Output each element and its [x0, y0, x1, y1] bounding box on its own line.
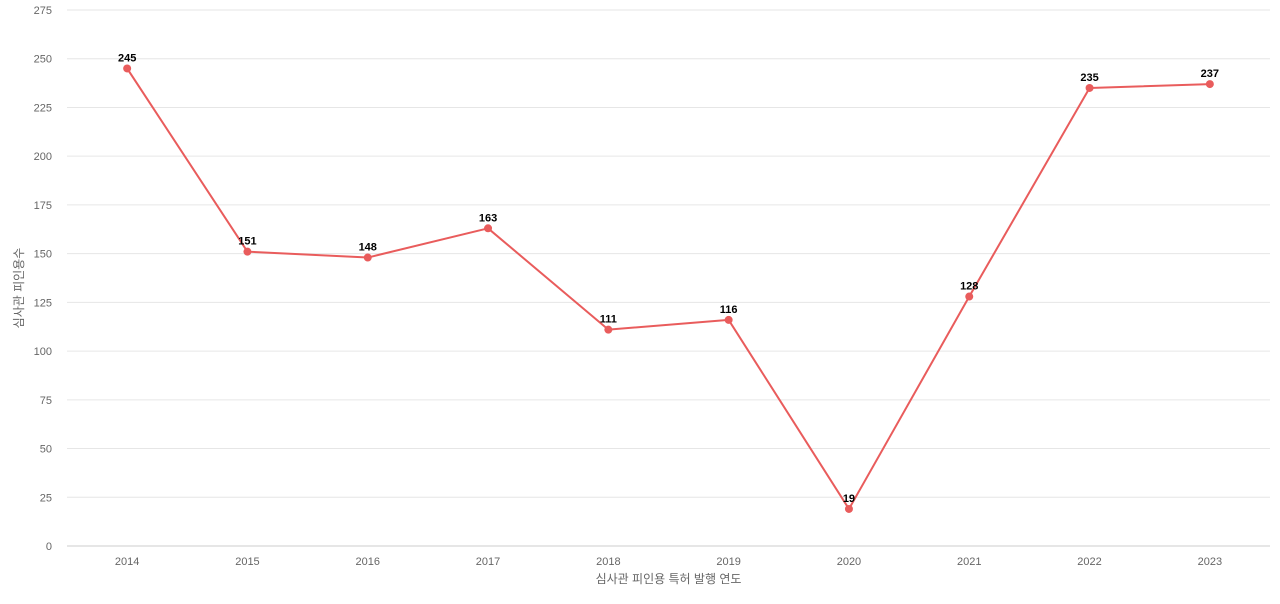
data-point[interactable] — [1205, 80, 1214, 89]
x-tick-label: 2022 — [1077, 556, 1101, 568]
y-tick-label: 250 — [34, 54, 52, 66]
data-point[interactable] — [123, 64, 132, 73]
x-tick-label: 2019 — [716, 556, 740, 568]
x-tick-label: 2018 — [596, 556, 620, 568]
data-label: 163 — [479, 212, 497, 224]
data-label: 111 — [600, 314, 617, 326]
data-point[interactable] — [844, 504, 853, 513]
data-label: 245 — [118, 52, 136, 64]
data-point[interactable] — [363, 253, 372, 262]
x-tick-label: 2014 — [115, 556, 139, 568]
series-line — [126, 67, 1210, 510]
data-label: 19 — [843, 493, 855, 505]
x-tick-label: 2016 — [356, 556, 380, 568]
y-tick-label: 150 — [34, 249, 52, 261]
series — [123, 64, 1214, 513]
data-point[interactable] — [484, 224, 493, 233]
y-axis: 0 25 50 75 100 125 150 175 200 225 250 275 — [34, 5, 52, 553]
data-point[interactable] — [724, 315, 733, 324]
data-labels: 245 151 148 163 111 116 19 128 235 237 — [118, 52, 1219, 504]
data-label: 237 — [1201, 68, 1219, 80]
y-tick-label: 175 — [34, 200, 52, 212]
y-tick-label: 25 — [40, 492, 52, 504]
data-label: 128 — [960, 281, 978, 293]
data-label: 151 — [238, 236, 256, 248]
data-label: 148 — [359, 242, 377, 254]
y-tick-label: 125 — [34, 297, 52, 309]
y-tick-label: 75 — [40, 395, 52, 407]
data-point[interactable] — [965, 292, 974, 301]
y-tick-label: 0 — [46, 541, 52, 553]
y-tick-label: 200 — [34, 151, 52, 163]
y-tick-label: 100 — [34, 346, 52, 358]
x-tick-label: 2020 — [837, 556, 861, 568]
x-axis: 2014 2015 2016 2017 2018 2019 2020 2021 2022 2023 — [67, 545, 1270, 568]
data-point[interactable] — [243, 247, 252, 256]
x-tick-label: 2017 — [476, 556, 500, 568]
y-tick-label: 225 — [34, 102, 52, 114]
x-tick-label: 2015 — [235, 556, 259, 568]
data-label: 235 — [1080, 72, 1098, 84]
data-point[interactable] — [604, 325, 613, 334]
y-tick-label: 50 — [40, 444, 52, 456]
data-label: 116 — [720, 304, 738, 316]
y-axis-title: 심사관 피인용수 — [12, 248, 26, 329]
y-tick-label: 275 — [34, 5, 52, 17]
x-axis-title: 심사관 피인용 특허 발행 연도 — [596, 571, 742, 586]
x-tick-label: 2021 — [957, 556, 981, 568]
data-point[interactable] — [1085, 83, 1094, 92]
x-tick-label: 2023 — [1198, 556, 1222, 568]
